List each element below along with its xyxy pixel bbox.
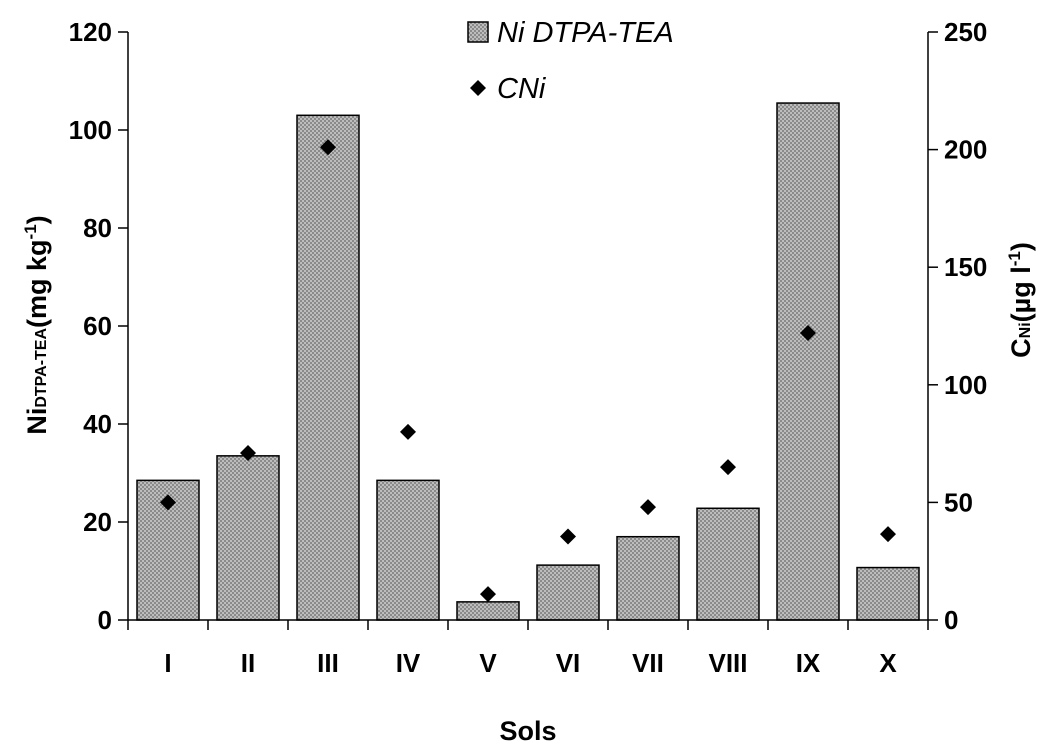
category-label: VI	[556, 648, 581, 678]
bar-IX	[776, 102, 840, 621]
right-axis-title-main: C	[1006, 338, 1036, 358]
right-tick-label: 50	[944, 487, 973, 517]
legend-marker-label: CNi	[497, 73, 547, 105]
left-tick-label: 20	[83, 507, 112, 537]
right-tick-label: 250	[944, 17, 987, 47]
left-axis-title: NiDTPA-TEA(mg kg-1)	[21, 215, 52, 434]
left-axis-title-sub: DTPA-TEA	[33, 328, 50, 408]
x-axis-title: Sols	[499, 716, 556, 746]
marker-II	[240, 445, 256, 462]
legend-bar-label: Ni DTPA-TEA	[497, 17, 674, 49]
category-label: IV	[396, 648, 421, 678]
right-axis-title-close: )	[1006, 242, 1036, 251]
marker-VI	[560, 528, 576, 545]
bar-III	[296, 114, 360, 621]
marker-X	[880, 526, 896, 543]
marker-series	[160, 139, 896, 603]
category-label: VII	[632, 648, 664, 678]
category-label: V	[479, 648, 497, 678]
right-tick-label: 150	[944, 252, 987, 282]
right-axis-title-sup: -1	[1005, 251, 1024, 266]
category-label: X	[879, 648, 897, 678]
right-tick-label: 0	[944, 605, 958, 635]
legend: Ni DTPA-TEA CNi	[467, 17, 674, 105]
marker-IV	[400, 423, 416, 440]
marker-VIII	[720, 459, 736, 476]
marker-I	[160, 494, 176, 511]
marker-IX	[800, 325, 816, 342]
bar-II	[216, 455, 280, 621]
category-label: III	[317, 648, 339, 678]
marker-VII	[640, 499, 656, 516]
category-label: VIII	[708, 648, 747, 678]
legend-diamond-marker	[470, 80, 486, 96]
right-tick-label: 200	[944, 135, 987, 165]
left-tick-label: 0	[98, 605, 112, 635]
bar-IV	[376, 479, 440, 621]
marker-III	[320, 139, 336, 156]
bar-VI	[536, 564, 600, 621]
right-axis-title-sub: Ni	[1017, 322, 1034, 338]
right-axis-title: CNi(µg l-1)	[1005, 242, 1036, 358]
category-label: II	[241, 648, 255, 678]
bar-VIII	[696, 507, 760, 621]
category-label: IX	[796, 648, 821, 678]
bar-V	[456, 601, 520, 621]
bar-series	[136, 102, 920, 621]
left-axis-title-main: Ni	[22, 408, 52, 435]
bar-VII	[616, 535, 680, 621]
left-axis-title-rest: (mg kg	[22, 239, 52, 328]
left-tick-label: 80	[83, 213, 112, 243]
right-axis-ticks: 0 50 100 150 200 250	[928, 17, 987, 635]
left-axis-title-sup: -1	[21, 224, 40, 239]
left-axis-ticks: 0 20 40 60 80 100 120	[69, 17, 128, 635]
x-axis-ticks: I II III IV V VI VII VIII IX X	[127, 620, 929, 678]
left-axis-title-close: )	[22, 215, 52, 224]
left-tick-label: 120	[69, 17, 112, 47]
bar-X	[856, 566, 920, 621]
left-tick-label: 100	[69, 115, 112, 145]
legend-bar-swatch	[467, 21, 489, 43]
right-axis-title-rest: (µg l	[1006, 266, 1036, 322]
marker-V	[480, 586, 496, 603]
category-label: I	[164, 648, 171, 678]
right-tick-label: 100	[944, 370, 987, 400]
left-tick-label: 60	[83, 311, 112, 341]
left-tick-label: 40	[83, 409, 112, 439]
